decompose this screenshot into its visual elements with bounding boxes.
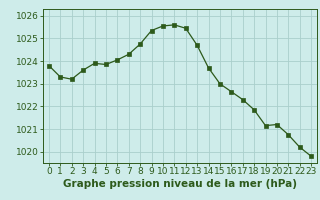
X-axis label: Graphe pression niveau de la mer (hPa): Graphe pression niveau de la mer (hPa) xyxy=(63,179,297,189)
